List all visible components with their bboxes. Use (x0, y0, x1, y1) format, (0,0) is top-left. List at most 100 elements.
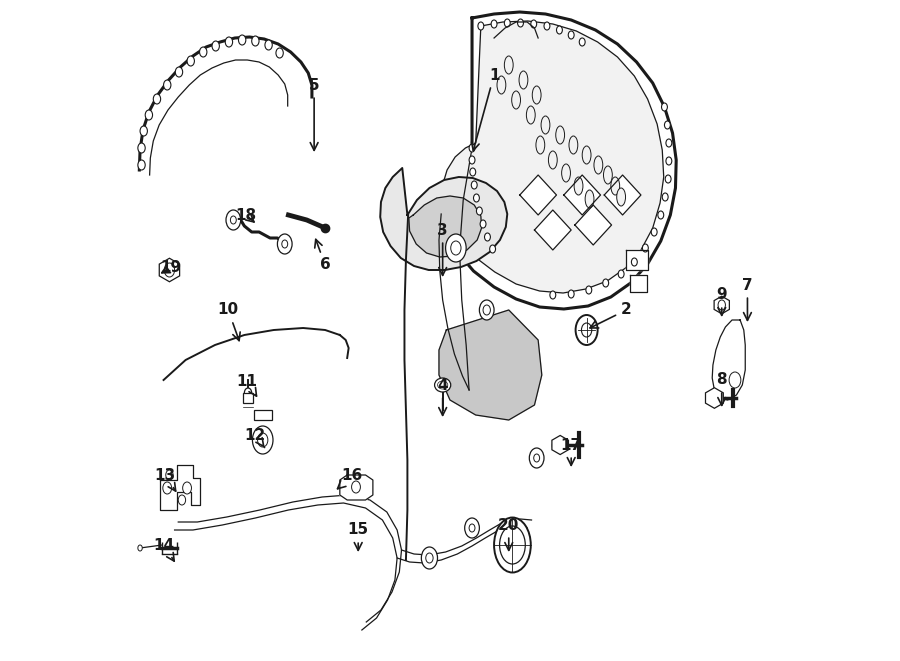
Ellipse shape (594, 156, 603, 174)
Polygon shape (520, 175, 556, 215)
Ellipse shape (618, 270, 624, 278)
Ellipse shape (483, 305, 490, 315)
Text: 1: 1 (472, 67, 500, 151)
Text: 13: 13 (155, 467, 176, 491)
Ellipse shape (585, 190, 594, 208)
Polygon shape (409, 196, 482, 257)
Ellipse shape (544, 22, 550, 30)
Ellipse shape (252, 36, 259, 46)
Text: 15: 15 (347, 522, 369, 551)
Ellipse shape (662, 193, 668, 201)
Ellipse shape (166, 470, 173, 480)
Polygon shape (706, 388, 724, 408)
Polygon shape (712, 320, 745, 400)
Polygon shape (552, 436, 569, 455)
Ellipse shape (512, 91, 520, 109)
Ellipse shape (541, 116, 550, 134)
Text: 19: 19 (160, 260, 182, 276)
Ellipse shape (532, 86, 541, 104)
Text: 3: 3 (437, 223, 448, 276)
Text: 7: 7 (742, 278, 752, 321)
Ellipse shape (476, 207, 482, 215)
Ellipse shape (153, 94, 160, 104)
Ellipse shape (138, 160, 145, 170)
Ellipse shape (421, 547, 437, 569)
Ellipse shape (490, 245, 496, 253)
Ellipse shape (658, 211, 663, 219)
Ellipse shape (568, 290, 574, 298)
Text: 12: 12 (245, 428, 266, 447)
Ellipse shape (200, 47, 207, 57)
Ellipse shape (556, 126, 564, 144)
Polygon shape (340, 475, 373, 500)
Polygon shape (575, 205, 612, 245)
Ellipse shape (500, 526, 526, 564)
Ellipse shape (480, 220, 486, 228)
Ellipse shape (257, 433, 268, 447)
Ellipse shape (580, 38, 585, 46)
Ellipse shape (534, 454, 540, 462)
Ellipse shape (568, 31, 574, 39)
Ellipse shape (163, 482, 172, 494)
Polygon shape (626, 250, 648, 270)
Ellipse shape (276, 48, 284, 58)
Ellipse shape (662, 103, 668, 111)
Ellipse shape (212, 41, 220, 51)
Ellipse shape (225, 37, 232, 47)
Ellipse shape (469, 144, 475, 152)
Ellipse shape (145, 110, 153, 120)
Ellipse shape (586, 286, 591, 294)
Ellipse shape (226, 210, 240, 230)
Ellipse shape (604, 166, 612, 184)
Ellipse shape (265, 40, 273, 50)
Ellipse shape (478, 22, 484, 30)
Text: 18: 18 (235, 208, 256, 223)
Ellipse shape (729, 372, 741, 388)
Polygon shape (380, 168, 508, 270)
Ellipse shape (187, 56, 194, 66)
Polygon shape (439, 310, 542, 420)
Ellipse shape (165, 263, 175, 277)
Text: 20: 20 (498, 518, 519, 551)
Ellipse shape (140, 126, 148, 136)
Ellipse shape (138, 143, 145, 153)
Ellipse shape (164, 80, 171, 90)
Ellipse shape (576, 315, 598, 345)
Polygon shape (443, 21, 663, 293)
Polygon shape (630, 275, 647, 292)
Ellipse shape (352, 481, 360, 493)
Polygon shape (441, 12, 676, 309)
Ellipse shape (652, 228, 657, 236)
Ellipse shape (519, 71, 528, 89)
Ellipse shape (550, 291, 556, 299)
Ellipse shape (643, 244, 648, 252)
Ellipse shape (176, 67, 183, 77)
Ellipse shape (526, 106, 536, 124)
Ellipse shape (494, 518, 531, 572)
Ellipse shape (426, 553, 433, 563)
Ellipse shape (277, 234, 292, 254)
Polygon shape (535, 210, 572, 250)
Ellipse shape (491, 20, 497, 28)
Ellipse shape (665, 175, 671, 183)
Text: 4: 4 (437, 377, 448, 415)
Text: 11: 11 (237, 375, 257, 396)
Ellipse shape (548, 151, 557, 169)
Ellipse shape (574, 177, 583, 195)
Ellipse shape (435, 378, 451, 392)
Ellipse shape (556, 26, 562, 34)
Text: 10: 10 (218, 303, 240, 340)
Ellipse shape (504, 56, 513, 74)
Text: 9: 9 (716, 288, 727, 315)
Text: 2: 2 (590, 303, 632, 328)
Ellipse shape (582, 146, 591, 164)
Ellipse shape (603, 279, 608, 287)
Ellipse shape (484, 233, 491, 241)
Ellipse shape (473, 194, 480, 202)
Ellipse shape (718, 300, 725, 310)
Ellipse shape (469, 156, 475, 164)
Ellipse shape (282, 240, 288, 248)
Ellipse shape (470, 168, 476, 176)
Ellipse shape (245, 388, 252, 398)
Ellipse shape (518, 19, 524, 27)
